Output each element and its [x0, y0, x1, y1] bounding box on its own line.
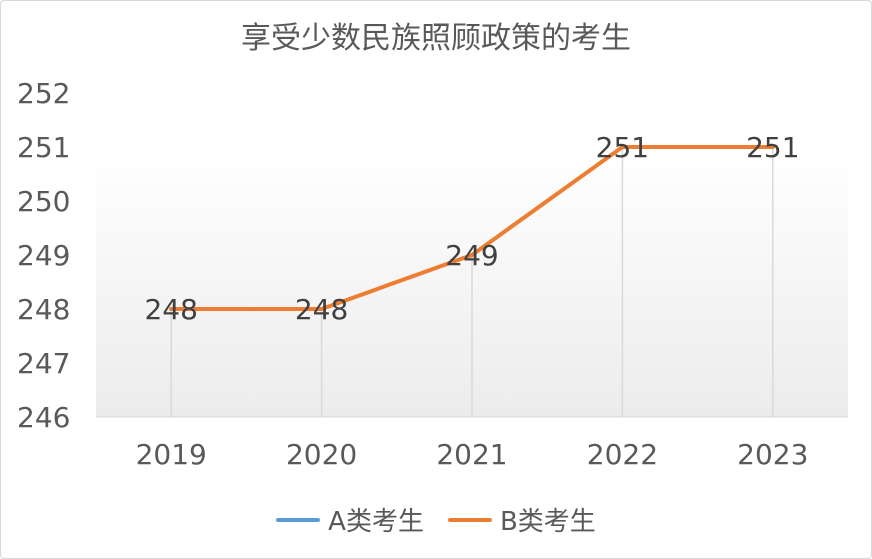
legend-swatch-b [447, 517, 492, 522]
data-point-b [770, 145, 775, 149]
x-tick-label: 2020 [286, 438, 357, 471]
y-tick-label: 249 [17, 239, 70, 272]
y-tick-label: 247 [17, 347, 70, 380]
data-point-b [169, 307, 174, 311]
y-tick-label: 251 [17, 131, 70, 164]
data-label-b: 251 [746, 131, 799, 164]
data-label-b: 248 [295, 293, 348, 326]
y-tick-label: 246 [17, 401, 70, 434]
data-point-b [620, 145, 625, 149]
x-tick-label: 2022 [587, 438, 658, 471]
legend-item-a: A类考生 [276, 501, 424, 538]
legend-swatch-a [276, 517, 321, 522]
data-label-b: 251 [596, 131, 649, 164]
data-point-b [470, 253, 474, 257]
x-tick-label: 2019 [136, 438, 207, 471]
legend-label-b: B类考生 [499, 507, 596, 537]
legend-label-a: A类考生 [328, 507, 424, 537]
y-tick-label: 248 [17, 293, 70, 326]
y-tick-label: 252 [17, 77, 70, 110]
data-label-b: 248 [144, 293, 197, 326]
chart-title: 享受少数民族照顾政策的考生 [241, 21, 631, 56]
x-tick-label: 2023 [737, 438, 808, 471]
plot-area: 246 247 248 249 250 251 252 2019 2020 2021 2022 202… [17, 77, 848, 471]
x-tick-label: 2021 [436, 438, 507, 471]
legend-item-b: B类考生 [447, 501, 596, 538]
data-label-b: 249 [445, 239, 498, 272]
data-point-b [319, 307, 324, 311]
y-tick-label: 250 [17, 185, 70, 218]
legend: A类考生 B类考生 [1, 501, 871, 538]
